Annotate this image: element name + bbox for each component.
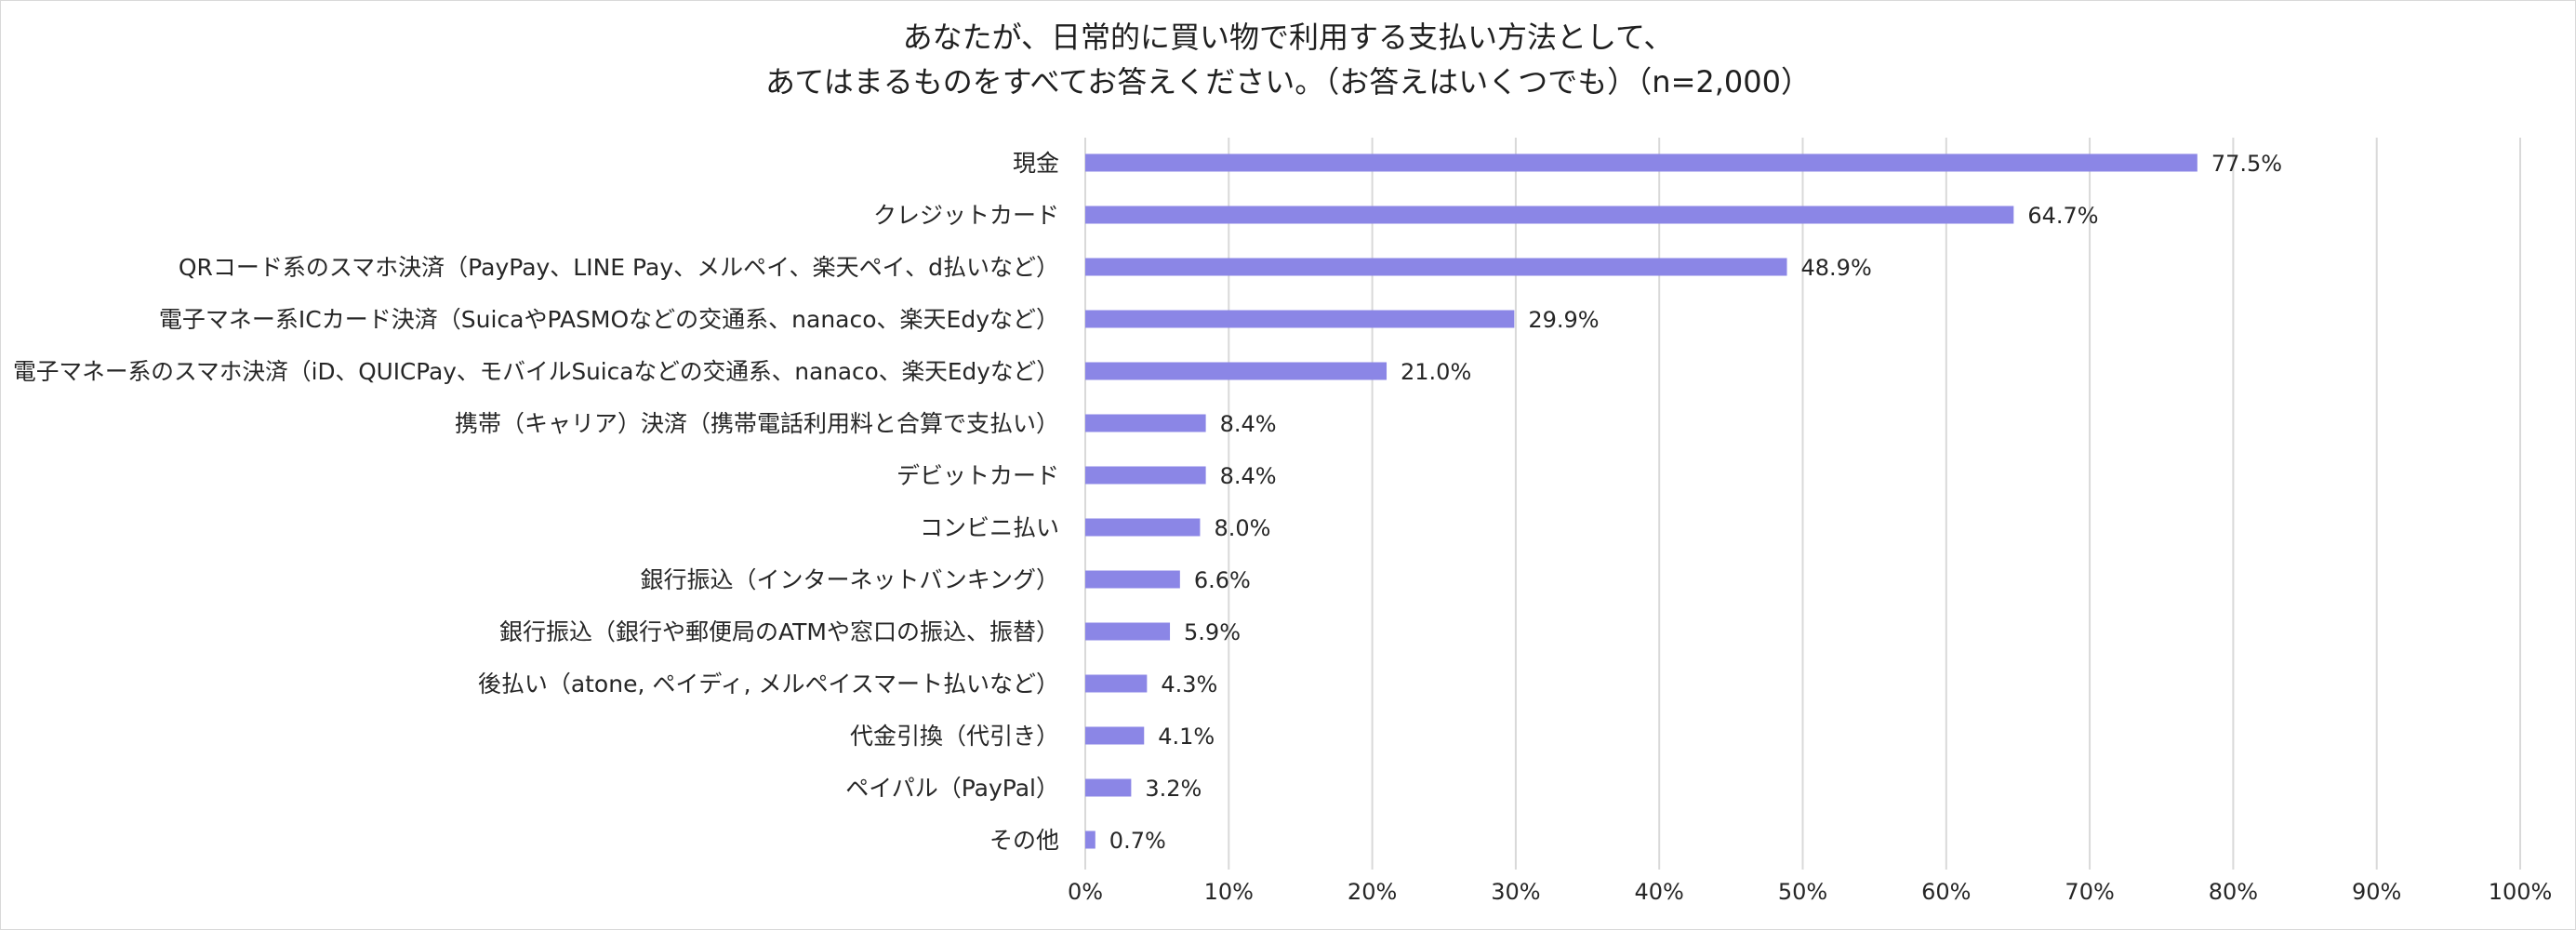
chart-title-line-2: あてはまるものをすべてお答えください。（お答えはいくつでも）（n=2,000）	[765, 64, 1811, 100]
x-tick-label: 90%	[2352, 879, 2401, 905]
x-tick-label: 50%	[1778, 879, 1827, 905]
chart-title: あなたが、日常的に買い物で利用する支払い方法として、 あてはまるものをすべてお答…	[0, 15, 2576, 104]
category-label: 現金	[1013, 150, 1059, 177]
category-label: 後払い（atone, ペイディ, メルペイスマート払いなど）	[478, 671, 1059, 698]
x-tick-label: 10%	[1204, 879, 1254, 905]
bars	[1085, 153, 2198, 849]
value-label: 48.9%	[1801, 255, 1872, 281]
category-label: 電子マネー系ICカード決済（SuicaやPASMOなどの交通系、nanaco、楽…	[159, 306, 1059, 333]
bar	[1085, 362, 1388, 380]
category-label: ペイパル（PayPal）	[845, 775, 1059, 802]
value-label: 21.0%	[1401, 359, 1471, 385]
bar	[1085, 153, 2198, 172]
value-label: 8.4%	[1220, 463, 1277, 489]
x-tick-label: 20%	[1348, 879, 1397, 905]
chart-title-line-1: あなたが、日常的に買い物で利用する支払い方法として、	[902, 20, 1674, 55]
value-label: 3.2%	[1145, 776, 1202, 802]
bar	[1085, 258, 1787, 276]
value-label: 4.1%	[1158, 724, 1215, 750]
value-label: 4.3%	[1161, 671, 1217, 698]
bar	[1085, 674, 1148, 693]
value-label: 0.7%	[1109, 828, 1166, 854]
value-label: 5.9%	[1184, 619, 1241, 645]
category-label: その他	[989, 827, 1059, 854]
category-label: 銀行振込（インターネットバンキング）	[640, 566, 1059, 593]
category-label: QRコード系のスマホ決済（PayPay、LINE Pay、メルペイ、楽天ペイ、d…	[179, 254, 1059, 281]
bar	[1085, 206, 2014, 224]
value-labels: 77.5% 64.7% 48.9% 29.9% 21.0% 8.4% 8.4% 8.0% 6.6…	[1109, 151, 2282, 854]
category-label: 代金引換（代引き）	[850, 723, 1059, 750]
bar	[1085, 726, 1145, 745]
x-axis-tick-labels: 0% 10% 20% 30% 40% 50% 60% 70% 80% 90% 100%	[1068, 879, 2552, 905]
x-tick-label: 40%	[1635, 879, 1684, 905]
bar	[1085, 778, 1132, 797]
x-tick-label: 30%	[1491, 879, 1540, 905]
value-label: 6.6%	[1194, 567, 1251, 593]
value-label: 8.0%	[1214, 515, 1270, 541]
value-label: 8.4%	[1220, 411, 1277, 437]
category-label: デビットカード	[896, 462, 1059, 489]
x-tick-label: 60%	[1921, 879, 1971, 905]
value-label: 64.7%	[2027, 203, 2098, 229]
gridlines	[1084, 138, 2521, 870]
category-label: 銀行振込（銀行や郵便局のATMや窓口の振込、振替）	[499, 618, 1059, 645]
category-label: クレジットカード	[873, 202, 1059, 229]
value-label: 29.9%	[1528, 307, 1599, 333]
bar	[1085, 414, 1206, 432]
bar	[1085, 570, 1180, 589]
bar	[1085, 466, 1206, 485]
x-tick-label: 70%	[2065, 879, 2114, 905]
category-label: コンビニ払い	[920, 514, 1059, 541]
x-tick-label: 80%	[2209, 879, 2258, 905]
bar	[1085, 518, 1201, 537]
x-tick-label: 100%	[2489, 879, 2553, 905]
x-tick-label: 0%	[1068, 879, 1103, 905]
bar	[1085, 622, 1171, 641]
value-label: 77.5%	[2211, 151, 2282, 177]
category-label: 電子マネー系のスマホ決済（iD、QUICPay、モバイルSuicaなどの交通系、…	[13, 358, 1059, 385]
bar	[1085, 830, 1095, 849]
bar	[1085, 310, 1515, 328]
category-label: 携帯（キャリア）決済（携帯電話利用料と合算で支払い）	[455, 410, 1059, 437]
